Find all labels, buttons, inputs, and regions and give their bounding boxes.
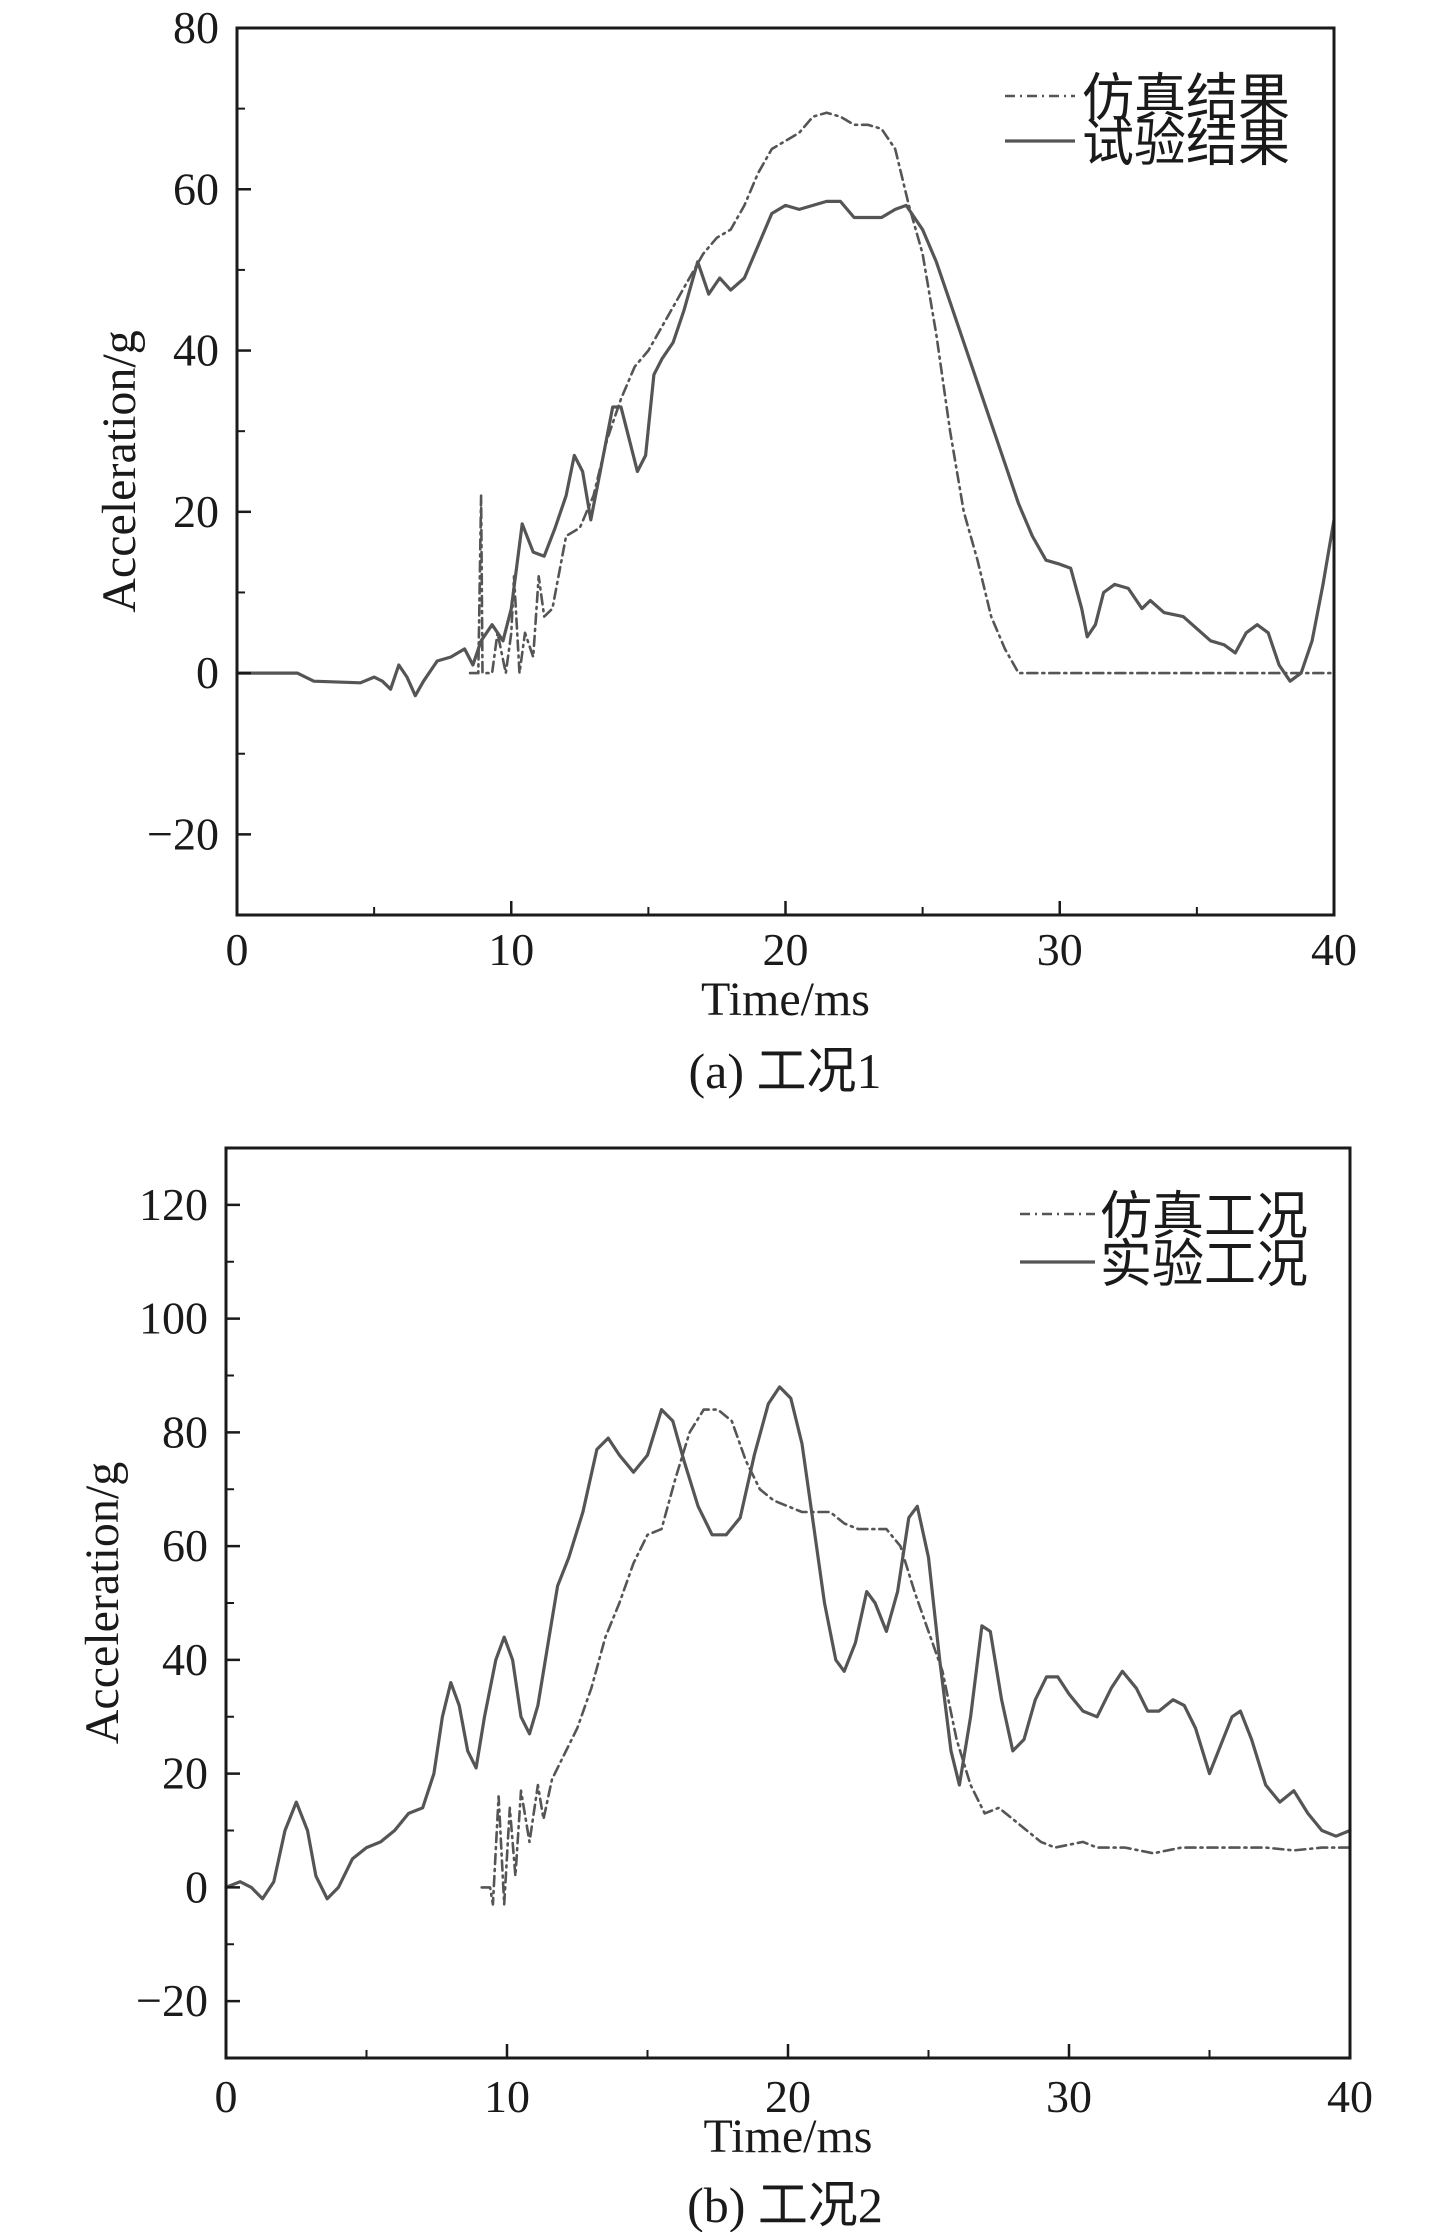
chart-a-series-line-1 <box>235 199 1336 698</box>
chart-b-y-axis-label: Acceleration/g <box>76 1462 129 1745</box>
chart-a-y-tick-label-3: 20 <box>173 486 219 537</box>
chart-b-y-tick-label-5: 20 <box>162 1748 208 1799</box>
chart-b-x-tick-label-0: 0 <box>215 2071 238 2122</box>
chart-a-x-tick-label-2: 20 <box>763 924 809 975</box>
chart-a-y-tick-label-1: 60 <box>173 163 219 214</box>
chart-a-x-tick-label-4: 40 <box>1311 924 1357 975</box>
chart-a-x-axis-label: Time/ms <box>701 973 870 1026</box>
chart-b-y-tick-label-7: −20 <box>136 1975 208 2026</box>
chart-a-legend: 仿真结果 试验结果 <box>1005 69 1290 174</box>
chart-b-y-tick-label-4: 40 <box>162 1634 208 1685</box>
chart-a-x-tick-label-3: 30 <box>1037 924 1083 975</box>
chart-b-x-tick-label-3: 30 <box>1046 2071 1092 2122</box>
chart-a-caption: (a) 工况1 <box>689 1043 882 1099</box>
chart-a-x-tick-label-1: 10 <box>488 924 534 975</box>
chart-a-y-tick-label-5: −20 <box>147 808 219 859</box>
chart-b-y-tick-label-6: 0 <box>185 1861 208 1912</box>
chart-a-y-tick-label-2: 40 <box>173 325 219 376</box>
chart-a-y-axis-label: Acceleration/g <box>93 330 146 613</box>
chart-b-y-tick-label-3: 60 <box>162 1520 208 1571</box>
chart-b-legend: 仿真工况 实验工况 <box>1020 1187 1308 1295</box>
chart-b-series-line-1 <box>224 1385 1352 1901</box>
chart-a-x-tick-label-0: 0 <box>226 924 249 975</box>
chart-b-y-tick-label-1: 100 <box>139 1293 208 1344</box>
chart-b-x-tick-label-2: 20 <box>765 2071 811 2122</box>
chart-a-y-tick-label-4: 0 <box>196 647 219 698</box>
chart-b-legend-label-simulation: 仿真工况 <box>1100 1187 1308 1247</box>
chart-b-series <box>224 1385 1352 1906</box>
chart-b-x-axis-label: Time/ms <box>704 2110 873 2163</box>
chart-a-series <box>235 111 1336 698</box>
chart-a: 0 10 20 30 40 80 60 40 20 0 −20 Time/ms Accelerati… <box>93 2 1357 1099</box>
chart-a-y-tick-label-0: 80 <box>173 2 219 53</box>
chart-b-series-line-0 <box>480 1408 1352 1906</box>
chart-b-x-tick-label-1: 10 <box>484 2071 530 2122</box>
chart-b-x-tick-label-4: 40 <box>1327 2071 1373 2122</box>
chart-a-ticks: 0 10 20 30 40 80 60 40 20 0 −20 <box>147 2 1357 975</box>
chart-b-y-tick-label-0: 120 <box>139 1179 208 1230</box>
chart-b-y-tick-label-2: 80 <box>162 1406 208 1457</box>
chart-b-caption: (b) 工况2 <box>687 2177 883 2232</box>
chart-a-legend-label-test: 试验结果 <box>1082 114 1290 174</box>
chart-b-legend-label-experiment: 实验工况 <box>1100 1235 1308 1295</box>
chart-a-legend-label-simulation: 仿真结果 <box>1082 69 1290 129</box>
chart-a-series-line-0 <box>468 111 1336 675</box>
